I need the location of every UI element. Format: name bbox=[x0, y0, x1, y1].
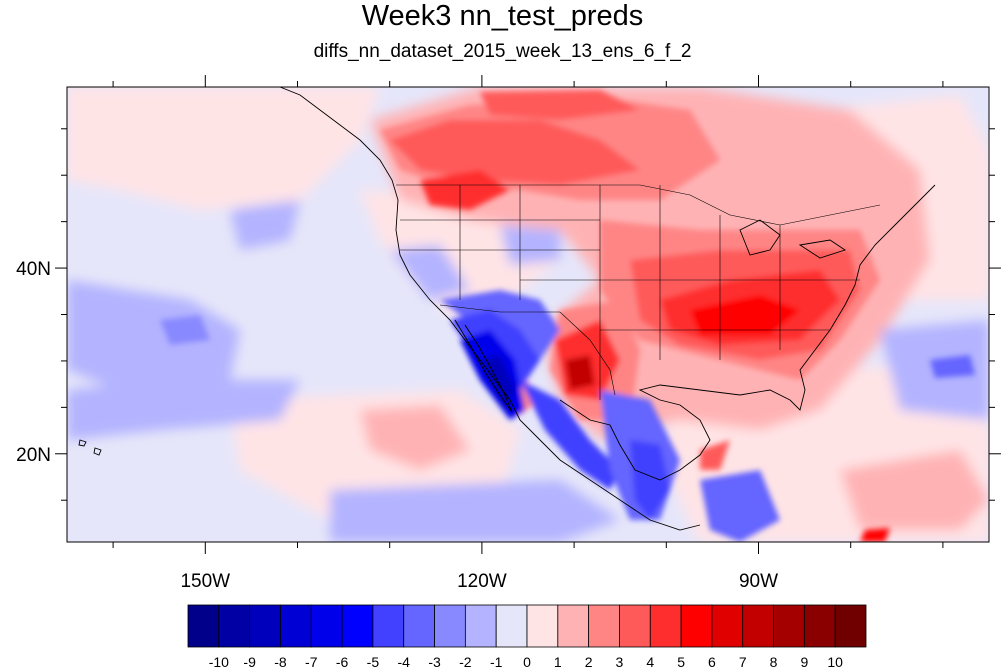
anomaly-region bbox=[520, 380, 620, 490]
lon-tick-label: 150W bbox=[180, 571, 230, 592]
colorbar-swatch bbox=[249, 604, 281, 648]
colorbar-swatch bbox=[310, 604, 343, 648]
anomaly-region bbox=[480, 355, 515, 410]
us-canada-border bbox=[396, 184, 881, 226]
colorbar-swatch bbox=[742, 604, 774, 648]
chart-title: Week3 nn_test_preds bbox=[361, 0, 644, 32]
colorbar-swatch bbox=[557, 604, 590, 648]
colorbar-label: -1 bbox=[490, 654, 503, 670]
colorbar-swatch bbox=[588, 604, 620, 648]
colorbar-swatch bbox=[526, 604, 559, 648]
anomaly-region bbox=[390, 245, 470, 300]
north-america-coastline bbox=[279, 87, 701, 531]
colorbar-swatch bbox=[341, 604, 374, 648]
colorbar-swatch bbox=[464, 604, 497, 648]
colorbar-swatch bbox=[403, 604, 435, 648]
anomaly-field bbox=[67, 87, 989, 542]
colorbar-label: -7 bbox=[305, 654, 318, 670]
colorbar-label: 9 bbox=[800, 654, 808, 670]
colorbar: -10 -9 -8 -7 -6 -5 -4 -3 -2 -1 0 1 2 3 4 5 6 7 8 9 10 bbox=[187, 604, 867, 670]
colorbar-label: -9 bbox=[243, 654, 256, 670]
baja-coastline bbox=[454, 319, 513, 413]
anomaly-region bbox=[67, 380, 300, 440]
colorbar-swatch bbox=[711, 604, 744, 648]
us-mexico-border bbox=[439, 304, 616, 396]
anomaly-region bbox=[500, 225, 560, 265]
axis-tick-labels: 150W 120W 90W 40N 20N bbox=[16, 259, 778, 592]
colorbar-label: 8 bbox=[770, 654, 778, 670]
anomaly-region bbox=[860, 528, 890, 542]
great-lakes bbox=[739, 219, 847, 259]
colorbar-swatch bbox=[803, 604, 836, 648]
lon-tick-label: 120W bbox=[457, 571, 507, 592]
colorbar-label: 7 bbox=[739, 654, 747, 670]
colorbar-label: 2 bbox=[585, 654, 593, 670]
anomaly-region bbox=[700, 440, 730, 470]
colorbar-label: 4 bbox=[646, 654, 654, 670]
anomaly-region bbox=[230, 200, 300, 250]
colorbar-label: 0 bbox=[523, 654, 531, 670]
anomaly-region bbox=[700, 470, 780, 542]
colorbar-swatch bbox=[218, 604, 251, 648]
anomaly-region bbox=[330, 480, 620, 542]
colorbar-swatch bbox=[834, 604, 867, 648]
colorbar-swatch bbox=[773, 604, 805, 648]
state-borders bbox=[396, 184, 881, 400]
anomaly-region bbox=[630, 440, 670, 520]
colorbar-swatch bbox=[649, 604, 682, 648]
anomaly-region bbox=[480, 90, 640, 120]
anomaly-region bbox=[67, 87, 380, 210]
anomaly-region bbox=[840, 450, 989, 530]
anomaly-region bbox=[67, 280, 240, 390]
colorbar-swatch bbox=[680, 604, 713, 648]
state-lines bbox=[400, 185, 860, 400]
lon-tick-label: 90W bbox=[739, 571, 778, 592]
anomaly-region bbox=[390, 120, 640, 185]
anomaly-region bbox=[930, 355, 975, 378]
colorbar-label: 5 bbox=[677, 654, 685, 670]
colorbar-label: 10 bbox=[827, 654, 843, 670]
colorbar-swatch bbox=[372, 604, 405, 648]
colorbar-label: 1 bbox=[554, 654, 562, 670]
lat-tick-label: 40N bbox=[16, 259, 51, 280]
colorbar-label: -10 bbox=[209, 654, 229, 670]
gulf-coastline bbox=[559, 184, 936, 481]
colorbar-swatch bbox=[280, 604, 312, 648]
axis-ticks bbox=[55, 75, 1001, 554]
hawaii bbox=[78, 439, 102, 456]
colorbar-label: -2 bbox=[459, 654, 472, 670]
colorbar-swatch bbox=[187, 604, 220, 648]
colorbar-label: -4 bbox=[398, 654, 411, 670]
anomaly-region bbox=[690, 295, 800, 335]
anomaly-region bbox=[360, 405, 470, 470]
anomaly-region bbox=[160, 315, 210, 345]
colorbar-label: 3 bbox=[616, 654, 624, 670]
colorbar-swatch bbox=[434, 604, 466, 648]
chart-subtitle: diffs_nn_dataset_2015_week_13_ens_6_f_2 bbox=[313, 41, 692, 62]
colorbar-label: -8 bbox=[274, 654, 287, 670]
lat-tick-label: 20N bbox=[16, 445, 51, 466]
anomaly-region bbox=[420, 170, 510, 210]
colorbar-swatch bbox=[619, 604, 651, 648]
colorbar-swatch bbox=[495, 604, 528, 648]
colorbar-label: 6 bbox=[708, 654, 716, 670]
anomaly-region bbox=[565, 355, 595, 390]
coastlines bbox=[78, 87, 936, 531]
colorbar-label: -5 bbox=[367, 654, 380, 670]
colorbar-label: -3 bbox=[428, 654, 441, 670]
colorbar-label: -6 bbox=[336, 654, 349, 670]
